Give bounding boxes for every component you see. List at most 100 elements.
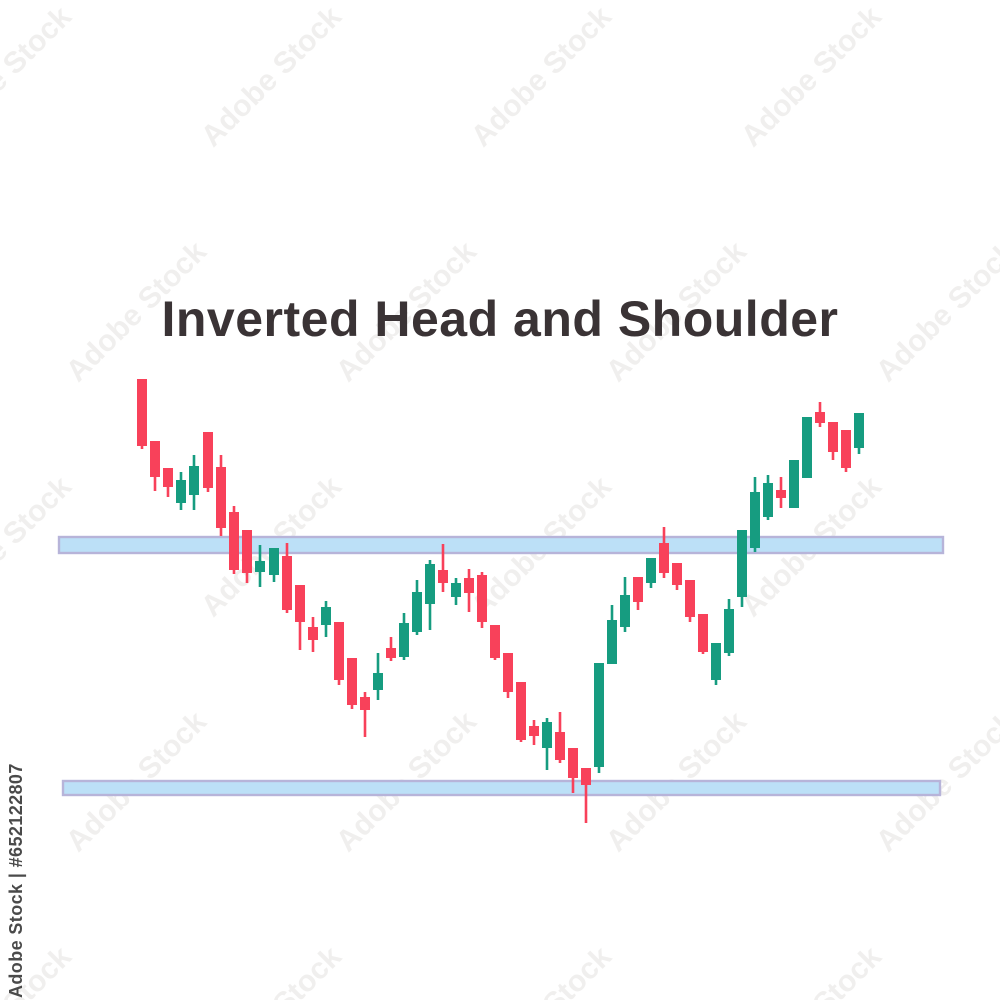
candle-up [802, 417, 812, 478]
candle-body [555, 732, 565, 760]
candle-body [386, 648, 396, 658]
candle-body [189, 466, 199, 495]
neckline-resistance-band [57, 535, 945, 555]
candle-up [750, 477, 760, 552]
candle-up [451, 578, 461, 605]
candle-body [724, 609, 734, 653]
stock-id-watermark: Adobe Stock | #652122807 [6, 763, 26, 998]
support-band [61, 779, 942, 797]
candle-down [282, 543, 292, 613]
candle-body [620, 595, 630, 627]
candle-body [321, 607, 331, 625]
candle-down [334, 622, 344, 685]
candle-body [672, 563, 682, 585]
candle-body [360, 697, 370, 710]
candle-up [711, 643, 721, 685]
candle-up [607, 605, 617, 664]
candle-body [412, 592, 422, 632]
candle-down [503, 653, 513, 698]
candle-body [282, 556, 292, 610]
candle-body [425, 564, 435, 604]
candle-body [242, 530, 252, 573]
candle-up [321, 601, 331, 637]
candle-down [841, 430, 851, 472]
candle-down [438, 544, 448, 592]
candle-body [815, 412, 825, 423]
chart-title: Inverted Head and Shoulder [161, 291, 839, 347]
candle-up [255, 545, 265, 587]
candle-body [568, 748, 578, 778]
candle-down [828, 422, 838, 460]
candle-body [854, 413, 864, 448]
candle-down [555, 712, 565, 763]
candle-body [841, 430, 851, 468]
candle-down [815, 402, 825, 427]
candle-body [269, 548, 279, 575]
candle-body [581, 768, 591, 785]
candle-down [163, 468, 173, 497]
candle-body [490, 625, 500, 658]
candle-body [464, 578, 474, 593]
candle-up [425, 560, 435, 630]
candle-down [308, 617, 318, 652]
candle-body [451, 583, 461, 597]
candle-body [373, 673, 383, 690]
candle-down [464, 569, 474, 612]
candle-up [189, 455, 199, 510]
candle-down [137, 379, 147, 449]
candle-down [347, 658, 357, 709]
candle-body [685, 580, 695, 617]
candle-up [789, 460, 799, 508]
candle-body [347, 658, 357, 705]
candle-up [763, 475, 773, 520]
candle-up [594, 663, 604, 773]
candle-body [229, 512, 239, 570]
candle-body [137, 379, 147, 446]
candle-down [242, 530, 252, 583]
candle-body [802, 417, 812, 478]
candle-down [360, 692, 370, 737]
candle-body [542, 722, 552, 748]
candle-body [828, 422, 838, 452]
candle-down [295, 585, 305, 650]
candle-down [216, 455, 226, 536]
candle-up [737, 530, 747, 607]
candle-body [607, 620, 617, 664]
candle-body [789, 460, 799, 508]
candle-body [659, 543, 669, 573]
candle-body [698, 614, 708, 652]
candle-body [516, 682, 526, 740]
candle-down [490, 625, 500, 660]
candle-down [581, 768, 591, 823]
candle-up [373, 653, 383, 700]
candle-body [477, 575, 487, 622]
candle-down [568, 748, 578, 793]
candle-down [529, 720, 539, 745]
candle-body [750, 492, 760, 548]
candle-down [672, 563, 682, 590]
candle-body [646, 558, 656, 583]
candle-body [633, 577, 643, 602]
candle-up [269, 548, 279, 582]
candle-down [633, 577, 643, 610]
candle-body [163, 468, 173, 487]
candle-body [216, 467, 226, 528]
candle-body [176, 480, 186, 503]
candle-down [776, 477, 786, 508]
candle-up [854, 413, 864, 454]
candle-down [516, 682, 526, 742]
candle-up [412, 580, 422, 635]
candle-body [295, 585, 305, 622]
candle-down [229, 506, 239, 574]
candle-body [438, 570, 448, 583]
candle-up [542, 718, 552, 770]
candle-body [150, 441, 160, 477]
candle-body [334, 622, 344, 680]
candle-up [399, 613, 409, 660]
candle-body [203, 432, 213, 488]
candle-down [203, 432, 213, 492]
candle-body [529, 726, 539, 736]
candle-up [620, 577, 630, 632]
